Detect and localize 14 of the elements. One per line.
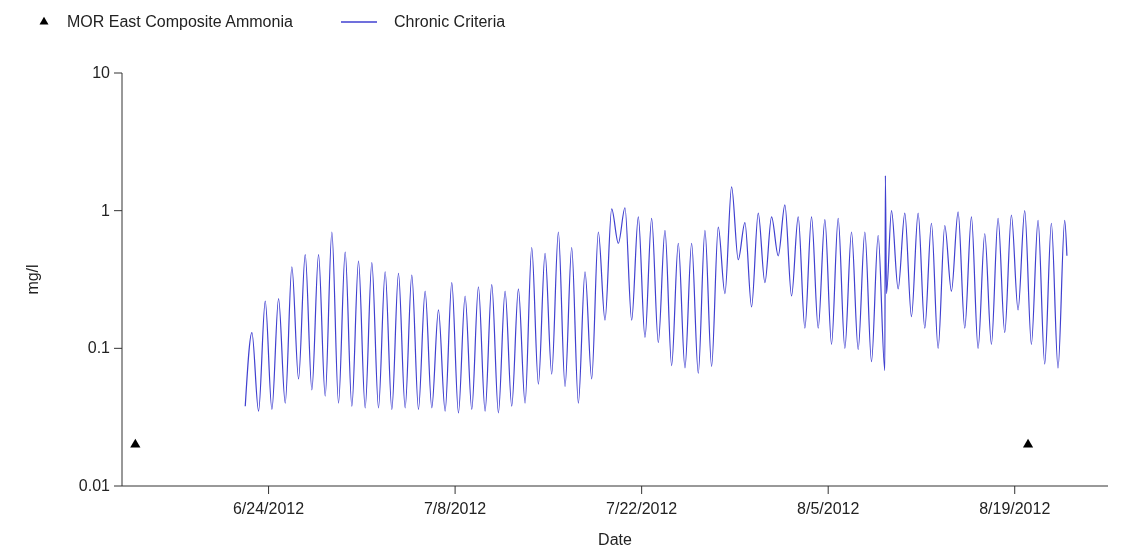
x-tick-label: 8/5/2012 — [797, 500, 860, 517]
x-tick-label: 7/8/2012 — [423, 500, 487, 517]
x-axis-title: Date — [598, 531, 632, 548]
x-tick-label: 6/24/2012 — [232, 500, 305, 517]
y-tick-label: 0.1 — [87, 339, 111, 357]
x-tick-label: 8/19/2012 — [979, 500, 1051, 517]
line-series — [244, 174, 1068, 414]
legend-label: MOR East Composite Ammonia — [67, 13, 293, 30]
y-tick-label: 1 — [101, 201, 111, 219]
y-axis-title: mg/l — [24, 264, 41, 295]
x-tick-label: 7/22/2012 — [606, 500, 678, 517]
y-tick-label: 10 — [92, 64, 111, 81]
y-tick-label: 0.01 — [78, 477, 111, 494]
legend-label: Chronic Criteria — [394, 13, 506, 30]
